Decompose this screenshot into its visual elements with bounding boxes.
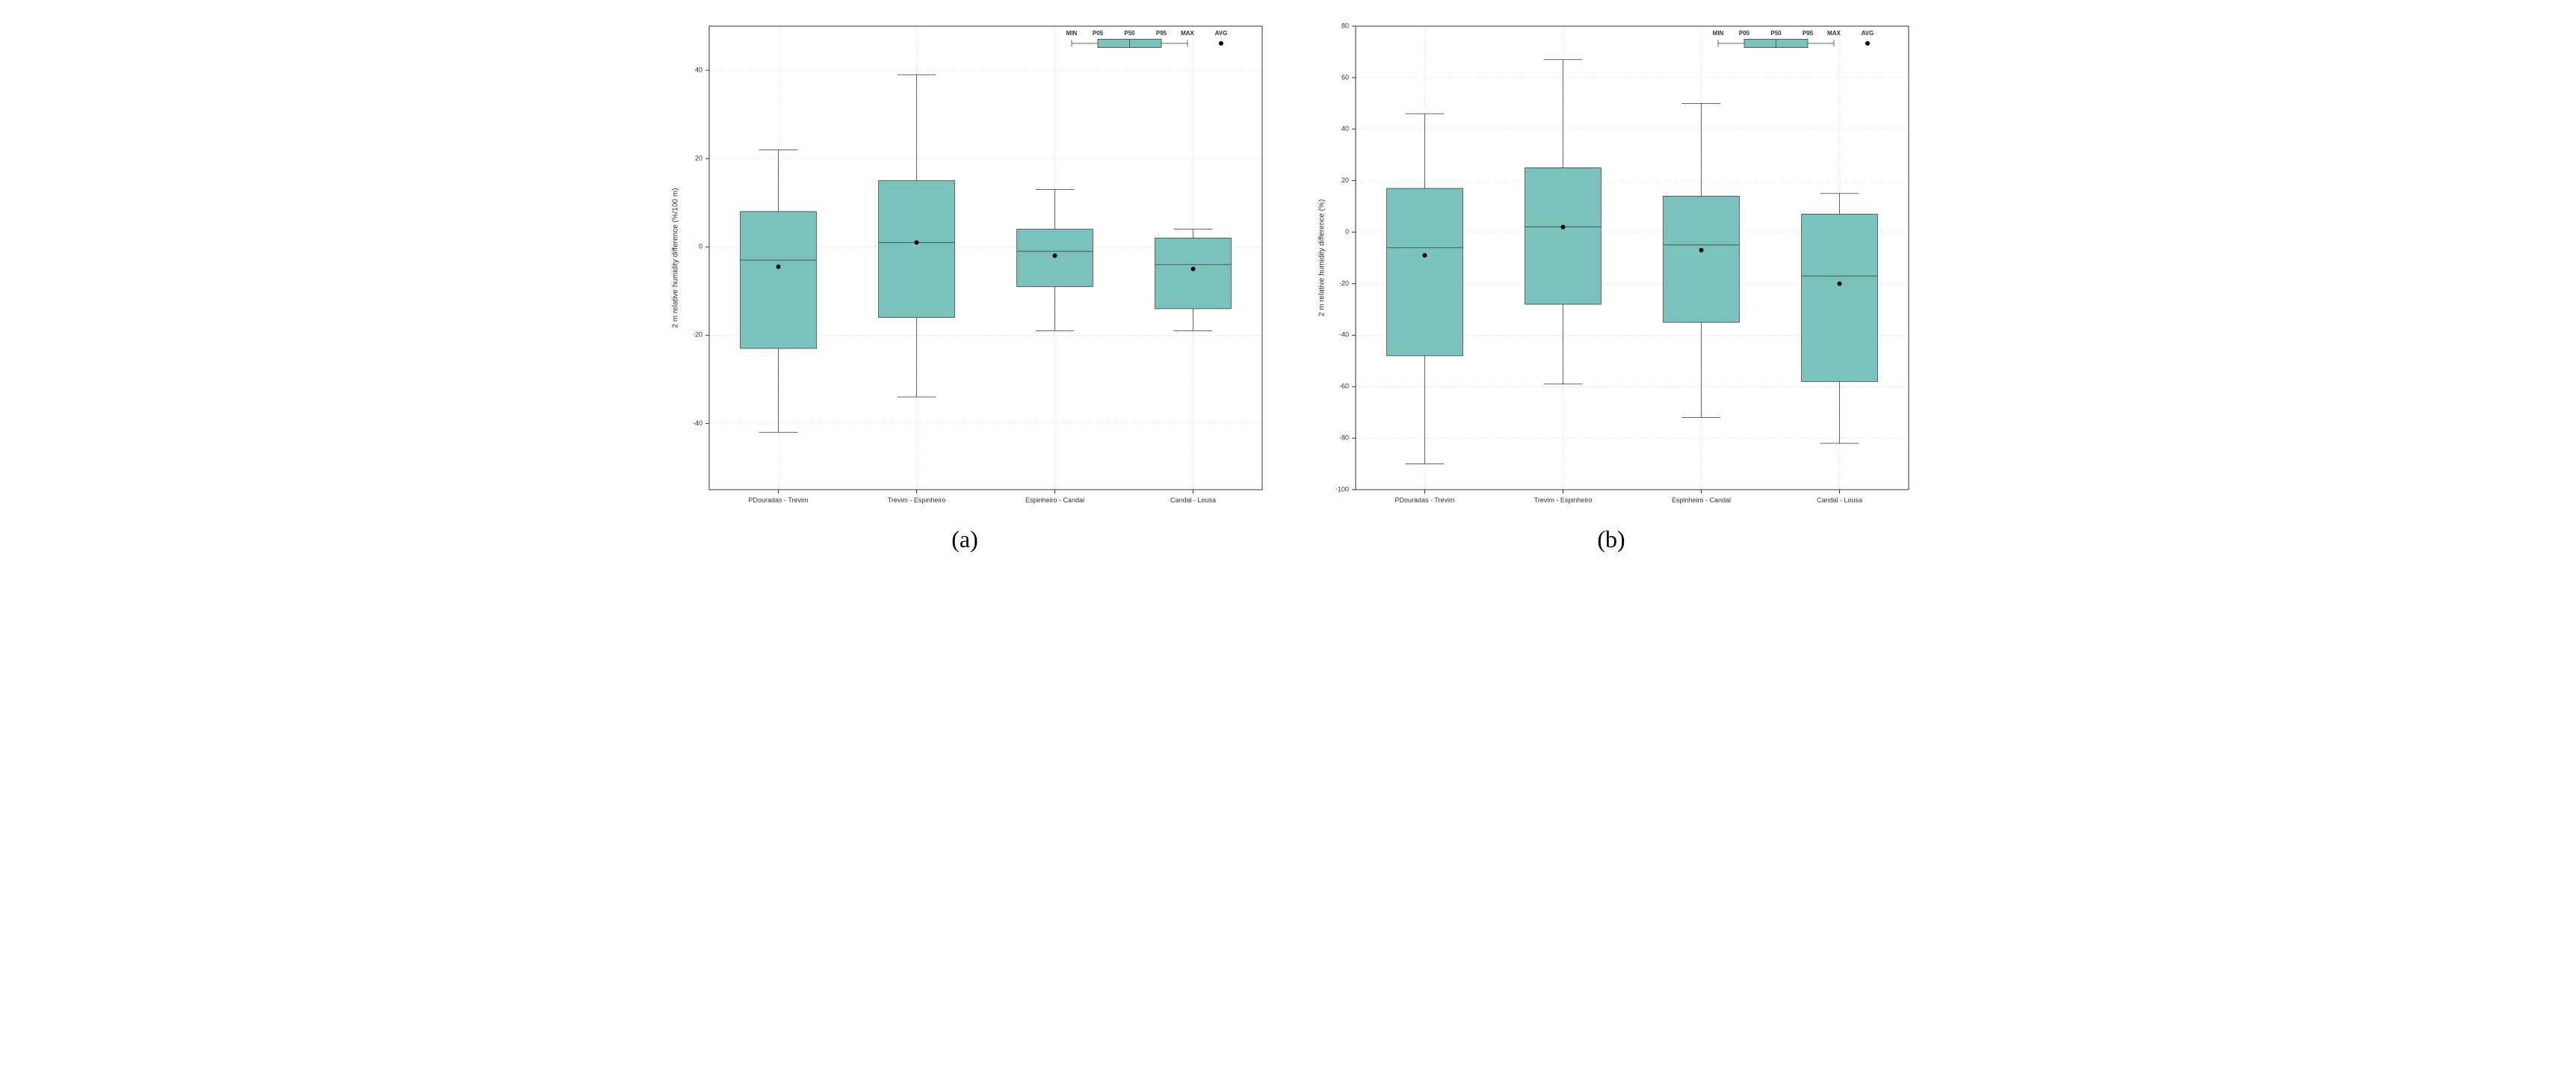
legend-label: P95 <box>1802 30 1813 37</box>
chart-panel-a: -40 -20 0 20 40 2 m relative humidity differe… <box>657 15 1273 553</box>
y-tick-label: -100 <box>1335 485 1348 493</box>
y-tick-label: 20 <box>694 155 702 162</box>
legend-label: MAX <box>1181 30 1194 37</box>
x-tick-label: Candal - Lousa <box>1170 496 1215 504</box>
x-tick-label: Trevim - Espinheiro <box>887 496 945 504</box>
y-tick-label: -40 <box>692 419 702 427</box>
y-tick-label: 80 <box>1341 22 1348 29</box>
y-axis-label: 2 m relative humidity difference (%/100 … <box>671 188 679 327</box>
y-tick-label: -60 <box>1338 383 1348 390</box>
x-tick-label: Espinheiro - Candal <box>1671 496 1730 504</box>
y-tick-label: 0 <box>698 243 702 250</box>
y-tick-label: -80 <box>1338 434 1348 441</box>
legend-label: MIN <box>1066 30 1077 37</box>
legend-label: MAX <box>1827 30 1841 37</box>
legend-label: P05 <box>1738 30 1749 37</box>
legend-label: MIN <box>1712 30 1723 37</box>
x-tick-label: PDouradas - Trevim <box>1394 496 1454 504</box>
y-tick-label: -20 <box>1338 280 1348 287</box>
legend-label: P50 <box>1770 30 1782 37</box>
x-tick-label: PDouradas - Trevim <box>748 496 808 504</box>
legend-label: AVG <box>1214 30 1227 37</box>
boxplot-chart-b: -100 -80 -60 -40 -20 0 20 40 60 80 2 m relative hu… <box>1303 15 1920 520</box>
y-tick-label: 20 <box>1341 176 1348 184</box>
y-tick-label: 40 <box>1341 125 1348 132</box>
y-tick-label: 0 <box>1344 228 1348 235</box>
y-tick-label: -40 <box>1338 331 1348 339</box>
boxplot-chart-a: -40 -20 0 20 40 2 m relative humidity differe… <box>657 15 1273 520</box>
chart-panel-b: -100 -80 -60 -40 -20 0 20 40 60 80 2 m relative hu… <box>1303 15 1920 553</box>
y-tick-label: 40 <box>694 66 702 73</box>
x-tick-label: Candal - Lousa <box>1816 496 1862 504</box>
legend-label: P50 <box>1124 30 1135 37</box>
x-tick-label: Espinheiro - Candal <box>1025 496 1084 504</box>
legend-label: AVG <box>1861 30 1874 37</box>
legend-label: P95 <box>1155 30 1167 37</box>
y-axis-label: 2 m relative humidity difference (%) <box>1318 200 1326 317</box>
y-tick-label: -20 <box>692 331 702 339</box>
y-tick-label: 60 <box>1341 73 1348 81</box>
legend-label: P05 <box>1092 30 1103 37</box>
x-tick-label: Trevim - Espinheiro <box>1533 496 1592 504</box>
panel-caption-b: (b) <box>1597 526 1625 553</box>
panel-caption-a: (a) <box>951 526 978 553</box>
